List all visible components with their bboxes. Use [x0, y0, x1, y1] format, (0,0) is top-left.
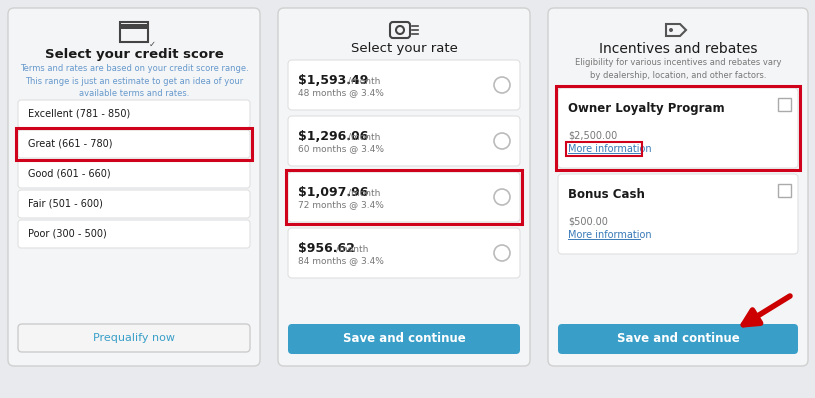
Text: $1,097.96: $1,097.96 — [298, 186, 368, 199]
Bar — [120, 22, 148, 42]
Text: $500.00: $500.00 — [568, 216, 608, 226]
FancyBboxPatch shape — [18, 130, 250, 158]
FancyBboxPatch shape — [8, 8, 260, 366]
Text: /month: /month — [347, 188, 380, 197]
Bar — [16, 128, 252, 160]
Text: Fair (501 - 600): Fair (501 - 600) — [28, 199, 103, 209]
Bar — [286, 170, 522, 224]
Text: 60 months @ 3.4%: 60 months @ 3.4% — [298, 144, 384, 153]
Text: $1,593.49: $1,593.49 — [298, 74, 368, 87]
Bar — [566, 142, 642, 156]
Bar — [778, 98, 791, 111]
FancyBboxPatch shape — [18, 324, 250, 352]
FancyBboxPatch shape — [288, 116, 520, 166]
FancyBboxPatch shape — [548, 8, 808, 366]
FancyBboxPatch shape — [278, 8, 530, 366]
Text: Good (601 - 660): Good (601 - 660) — [28, 169, 111, 179]
Bar — [120, 24, 148, 29]
Text: /month: /month — [337, 244, 369, 253]
Text: Terms and rates are based on your credit score range.
This range is just an esti: Terms and rates are based on your credit… — [20, 64, 249, 98]
Text: Prequalify now: Prequalify now — [93, 333, 175, 343]
Text: $1,296.06: $1,296.06 — [298, 130, 368, 143]
FancyBboxPatch shape — [18, 190, 250, 218]
Text: $956.62: $956.62 — [298, 242, 355, 255]
Text: Owner Loyalty Program: Owner Loyalty Program — [568, 102, 725, 115]
Text: Excellent (781 - 850): Excellent (781 - 850) — [28, 109, 130, 119]
Circle shape — [669, 28, 673, 32]
Text: Bonus Cash: Bonus Cash — [568, 188, 645, 201]
Bar — [556, 86, 800, 170]
Bar — [778, 184, 791, 197]
Text: 84 months @ 3.4%: 84 months @ 3.4% — [298, 256, 384, 265]
Text: 72 months @ 3.4%: 72 months @ 3.4% — [298, 200, 384, 209]
FancyBboxPatch shape — [18, 160, 250, 188]
FancyBboxPatch shape — [288, 172, 520, 222]
Text: Select your rate: Select your rate — [350, 42, 457, 55]
Text: 48 months @ 3.4%: 48 months @ 3.4% — [298, 88, 384, 97]
FancyBboxPatch shape — [288, 324, 520, 354]
Text: More information: More information — [568, 230, 652, 240]
Text: More information: More information — [568, 144, 652, 154]
Text: Poor (300 - 500): Poor (300 - 500) — [28, 229, 107, 239]
Text: Eligibility for various incentives and rebates vary
by dealership, location, and: Eligibility for various incentives and r… — [575, 58, 782, 80]
FancyBboxPatch shape — [288, 228, 520, 278]
FancyBboxPatch shape — [558, 88, 798, 168]
Text: ✓: ✓ — [149, 40, 156, 49]
FancyBboxPatch shape — [558, 174, 798, 254]
FancyBboxPatch shape — [558, 324, 798, 354]
FancyBboxPatch shape — [18, 220, 250, 248]
FancyBboxPatch shape — [18, 100, 250, 128]
Text: Great (661 - 780): Great (661 - 780) — [28, 139, 112, 149]
Text: $2,500.00: $2,500.00 — [568, 130, 617, 140]
Text: Save and continue: Save and continue — [342, 332, 465, 345]
FancyBboxPatch shape — [288, 60, 520, 110]
Text: /month: /month — [347, 76, 380, 85]
Text: Select your credit score: Select your credit score — [45, 48, 223, 61]
Text: Save and continue: Save and continue — [617, 332, 739, 345]
Text: Incentives and rebates: Incentives and rebates — [599, 42, 757, 56]
Text: /month: /month — [347, 132, 380, 141]
